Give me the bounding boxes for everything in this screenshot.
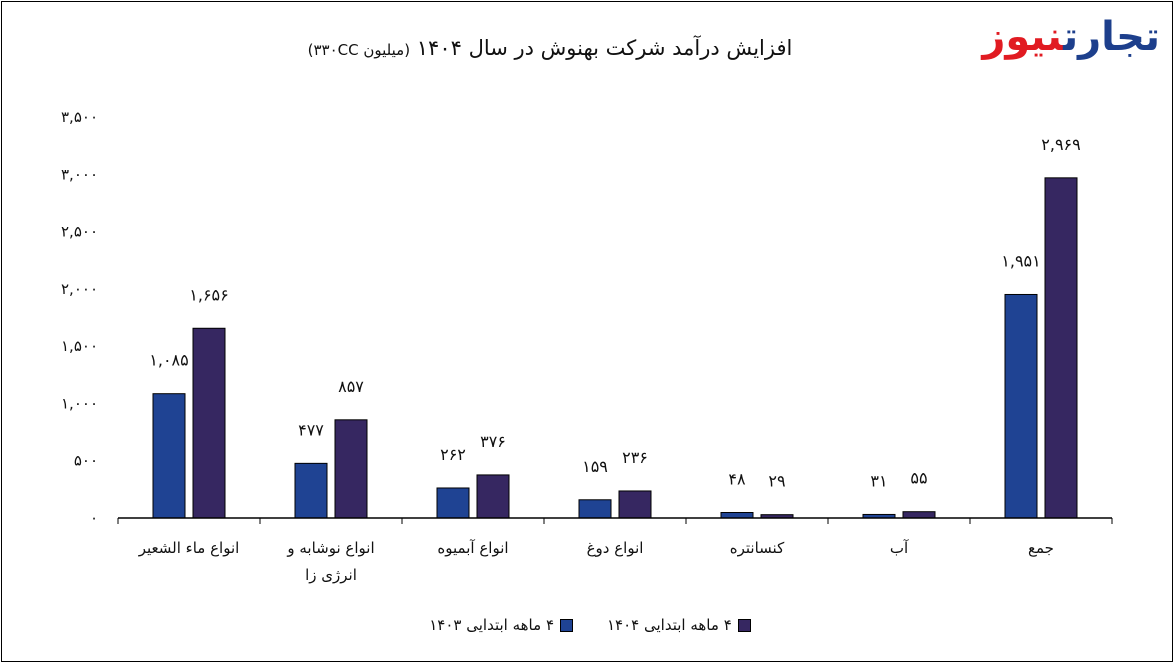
- bar: [334, 419, 368, 519]
- bar: [476, 474, 510, 519]
- y-tick-label: ۰: [90, 509, 98, 527]
- legend-label-1404: ۴ ماهه ابتدایی ۱۴۰۴: [607, 616, 732, 634]
- data-label: ۲۹: [768, 472, 785, 491]
- y-tick-label: ۲,۰۰۰: [61, 280, 98, 298]
- legend-swatch-1404: [737, 618, 751, 632]
- brand-logo: تجارتنیوز: [982, 14, 1160, 60]
- data-label: ۳۱: [870, 471, 887, 490]
- x-tick-label: جمع: [1028, 539, 1054, 557]
- chart-legend: ۴ ماهه ابتدایی ۱۴۰۳ ۴ ماهه ابتدایی ۱۴۰۴: [380, 616, 800, 634]
- brand-logo-part1: تجارت: [1063, 14, 1160, 60]
- bar: [578, 499, 612, 519]
- bar: [902, 511, 936, 519]
- data-label: ۸۵۷: [338, 377, 364, 396]
- y-tick-label: ۳,۵۰۰: [61, 108, 98, 126]
- chart-title-unit: (میلیون ۳۳۰CC): [307, 41, 411, 59]
- bar: [618, 490, 652, 519]
- x-tick-label: انواع نوشابه و: [286, 539, 374, 557]
- data-label: ۴۸: [728, 470, 746, 489]
- legend-item-1404: ۴ ماهه ابتدایی ۱۴۰۴: [607, 616, 751, 634]
- data-label: ۲۳۶: [622, 448, 648, 467]
- data-label: ۳۷۶: [480, 432, 506, 451]
- bar: [436, 487, 470, 519]
- data-label: ۴۷۷: [298, 420, 324, 439]
- x-tick-label: انرژی زا: [305, 566, 357, 584]
- y-tick-label: ۱,۵۰۰: [61, 337, 98, 355]
- data-label: ۵۵: [910, 469, 927, 488]
- bar: [1004, 293, 1038, 519]
- data-label: ۲,۹۶۹: [1041, 135, 1080, 154]
- bar: [1044, 177, 1078, 519]
- y-tick-label: ۱,۰۰۰: [61, 394, 98, 412]
- bar: [294, 462, 328, 519]
- x-tick-label: انواع آبمیوه: [437, 539, 508, 557]
- x-tick-label: آب: [890, 539, 909, 557]
- data-label: ۱,۹۵۱: [1001, 251, 1040, 270]
- data-label: ۱۵۹: [582, 457, 608, 476]
- data-label: ۱,۰۸۵: [149, 351, 188, 370]
- bar: [152, 393, 186, 519]
- chart-title-text: افزایش درآمد شرکت بهنوش در سال ۱۴۰۴: [416, 36, 793, 60]
- data-label: ۲۶۲: [440, 445, 466, 464]
- chart-title: افزایش درآمد شرکت بهنوش در سال ۱۴۰۴ (میل…: [220, 36, 880, 60]
- bar: [192, 327, 226, 519]
- y-tick-label: ۵۰۰: [74, 452, 98, 470]
- legend-label-1403: ۴ ماهه ابتدایی ۱۴۰۳: [429, 616, 554, 634]
- legend-swatch-1403: [560, 618, 573, 632]
- bar: [720, 512, 754, 519]
- legend-item-1403: ۴ ماهه ابتدایی ۱۴۰۳: [429, 616, 573, 634]
- y-tick-label: ۲,۵۰۰: [61, 223, 98, 241]
- x-tick-label: کنسانتره: [730, 539, 785, 557]
- brand-logo-part2: نیوز: [982, 14, 1064, 60]
- y-tick-label: ۳,۰۰۰: [61, 165, 98, 183]
- data-label: ۱,۶۵۶: [189, 285, 228, 304]
- x-tick-label: انواع دوغ: [587, 539, 644, 557]
- x-tick-label: انواع ماء الشعیر: [138, 539, 240, 557]
